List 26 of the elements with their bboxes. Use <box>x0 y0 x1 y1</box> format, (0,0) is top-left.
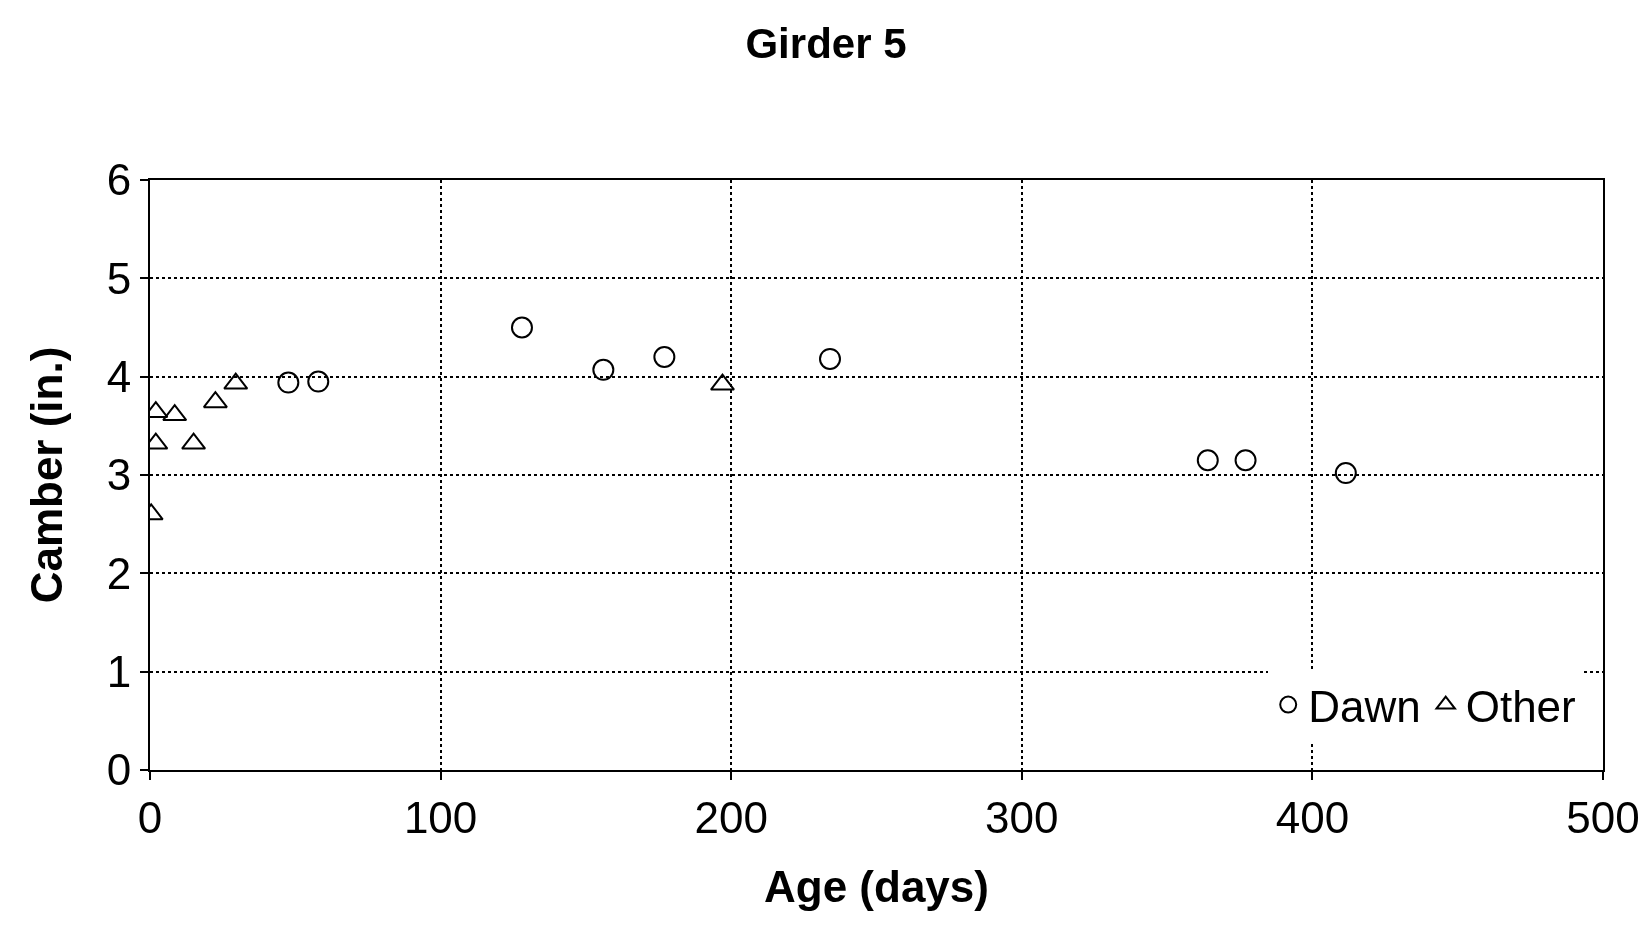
y-tick-label: 3 <box>106 450 132 500</box>
point <box>510 316 533 339</box>
point <box>1234 449 1257 472</box>
x-tick-label: 0 <box>137 792 163 842</box>
y-tick-label: 2 <box>106 548 132 598</box>
y-tick-label: 4 <box>106 352 132 402</box>
point <box>1196 449 1219 472</box>
point <box>307 370 330 393</box>
x-tick-label: 400 <box>1275 792 1350 842</box>
chart-title: Girder 5 <box>745 19 907 67</box>
y-tick-label: 1 <box>106 647 132 697</box>
point <box>653 346 676 368</box>
legend-label: Other <box>1465 681 1576 731</box>
x-tick-label: 100 <box>403 792 478 842</box>
x-tick-label: 200 <box>694 792 768 842</box>
y-tick-label: 5 <box>106 253 132 303</box>
point <box>277 371 300 394</box>
x-tick-label: 500 <box>1566 792 1640 842</box>
point <box>592 358 615 381</box>
x-axis-title: Age (days) <box>764 861 989 911</box>
y-tick-label: 0 <box>106 745 132 795</box>
point <box>819 347 841 370</box>
y-tick-label: 6 <box>106 155 132 205</box>
x-tick-label: 300 <box>985 792 1059 842</box>
legend-label: Dawn <box>1308 681 1421 731</box>
y-axis-title: Camber (in.) <box>22 346 72 604</box>
